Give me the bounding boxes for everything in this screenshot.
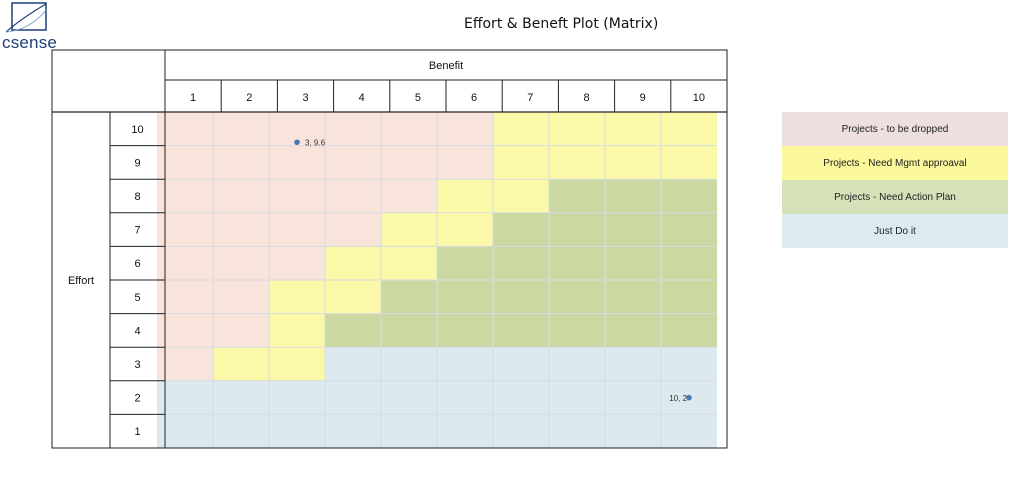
zone-mgmt-cell	[213, 347, 269, 381]
x-tick-label: 3	[302, 92, 308, 104]
y-tick-label: 3	[134, 359, 140, 371]
y-tick-label: 10	[131, 124, 143, 136]
legend-item-action-plan: Projects - Need Action Plan	[782, 180, 1008, 214]
x-tick-label: 7	[527, 92, 533, 104]
x-tick-label: 2	[246, 92, 252, 104]
legend-item-just-do-it: Just Do it	[782, 214, 1008, 248]
y-axis-label: Effort	[68, 275, 94, 287]
zone-mgmt-cell	[269, 280, 325, 381]
x-tick-label: 4	[359, 92, 365, 104]
y-tick-label: 8	[134, 191, 140, 203]
data-point	[294, 139, 300, 146]
logo-text: csense	[2, 33, 58, 52]
zone-action-plan-cell	[325, 313, 381, 348]
y-tick-label: 4	[134, 325, 140, 337]
zone-action-plan-cell	[549, 179, 605, 348]
zone-action-plan-cell	[661, 179, 717, 348]
chart-legend: Projects - to be dropped Projects - Need…	[782, 112, 1008, 248]
table-border	[51, 49, 728, 449]
y-tick-label: 1	[134, 426, 140, 438]
y-tick-label: 2	[134, 393, 140, 405]
legend-label: Projects - Need Action Plan	[834, 191, 956, 203]
x-axis-label: Benefit	[429, 60, 463, 72]
logo-mark-icon	[5, 2, 47, 33]
csense-logo: csense	[0, 0, 60, 52]
data-label: 3, 9.6	[305, 139, 326, 148]
legend-item-dropped: Projects - to be dropped	[782, 112, 1008, 146]
zone-action-plan-cell	[605, 179, 661, 348]
x-tick-label: 10	[693, 92, 705, 104]
chart-title: Effort & Beneft Plot (Matrix)	[464, 16, 659, 32]
y-tick-label: 9	[134, 157, 140, 169]
x-tick-label: 8	[583, 92, 589, 104]
y-tick-label: 5	[134, 292, 140, 304]
legend-label: Projects - Need Mgmt approaval	[823, 157, 967, 169]
y-tick-label: 6	[134, 258, 140, 270]
x-tick-label: 6	[471, 92, 477, 104]
legend-label: Just Do it	[874, 225, 916, 237]
legend-label: Projects - to be dropped	[841, 123, 949, 135]
data-label: 10, 2	[669, 394, 687, 403]
legend-item-mgmt: Projects - Need Mgmt approaval	[782, 146, 1008, 180]
zone-action-plan-cell	[437, 246, 493, 348]
x-tick-label: 9	[640, 92, 646, 104]
x-tick-label: 1	[190, 92, 196, 104]
data-point	[686, 394, 692, 401]
y-tick-label: 7	[134, 225, 140, 237]
x-tick-label: 5	[415, 92, 421, 104]
effort-benefit-matrix: Benefit Effort 1 2 3 4 5 6 7 8 9 10 10 9 8 7 6 5 4 3 2 1 3, 9…	[51, 49, 728, 449]
